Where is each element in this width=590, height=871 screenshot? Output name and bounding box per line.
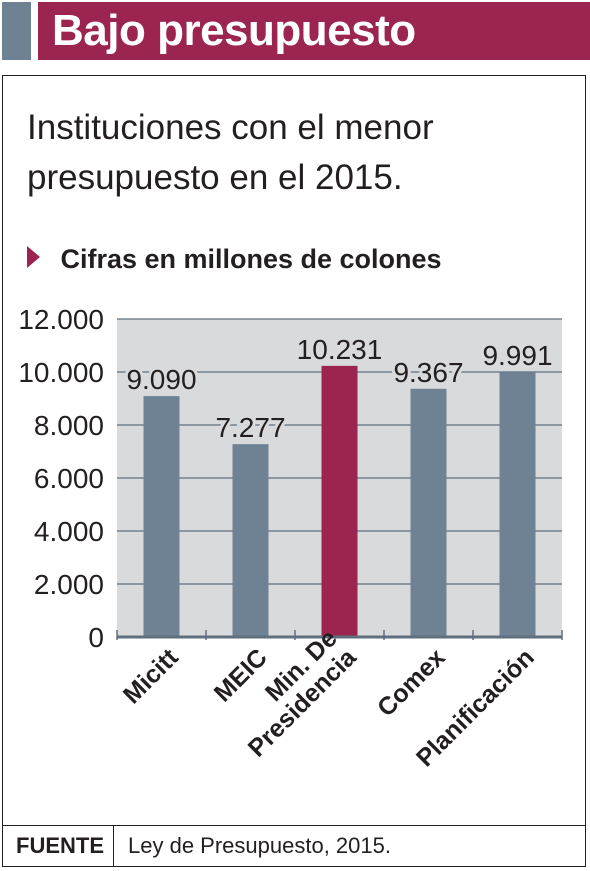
y-tick-label: 2.000: [34, 569, 104, 600]
unit-note: Cifras en millones de colones: [27, 244, 442, 284]
chart-frame: [2, 75, 586, 867]
x-tick-label: Comex: [372, 643, 451, 722]
header-banner: Bajo presupuesto: [0, 0, 590, 62]
y-tick-label: 8.000: [34, 410, 104, 441]
bar-chart: 0 2.000 4.000 6.000 8.000 10.000 12.000 9.090 7.…: [18, 304, 563, 772]
bar: [321, 365, 358, 637]
y-tick-label: 12.000: [18, 304, 104, 335]
x-tick-label: MEIC: [209, 643, 273, 707]
triangle-bullet-icon: [27, 245, 40, 268]
source-label: FUENTE: [16, 833, 104, 858]
y-tick-label: 0: [88, 622, 104, 653]
data-label: 9.991: [482, 340, 552, 371]
bar: [232, 444, 269, 637]
header-bar: [38, 2, 590, 60]
bar: [410, 388, 447, 637]
x-tick-label: Min. DePresidencia: [224, 624, 363, 763]
chart-title: Bajo presupuesto: [52, 6, 416, 55]
footer-divider: [2, 825, 586, 826]
bar: [499, 372, 536, 637]
data-label: 9.367: [393, 357, 463, 388]
y-tick-label: 6.000: [34, 463, 104, 494]
data-label: 7.277: [215, 412, 285, 443]
data-label: 9.090: [126, 364, 196, 395]
x-tick-label: Micitt: [118, 643, 184, 709]
source-text: Ley de Presupuesto, 2015.: [128, 833, 391, 858]
chart-subtitle: Instituciones con el menor presupuesto e…: [27, 108, 434, 197]
header-accent-tab: [2, 2, 31, 60]
bar: [143, 396, 180, 637]
data-label: 10.231: [297, 334, 383, 365]
footer-separator: [113, 826, 114, 866]
y-tick-label: 4.000: [34, 516, 104, 547]
unit-label: Cifras en millones de colones: [60, 244, 442, 274]
y-tick-label: 10.000: [18, 357, 104, 388]
